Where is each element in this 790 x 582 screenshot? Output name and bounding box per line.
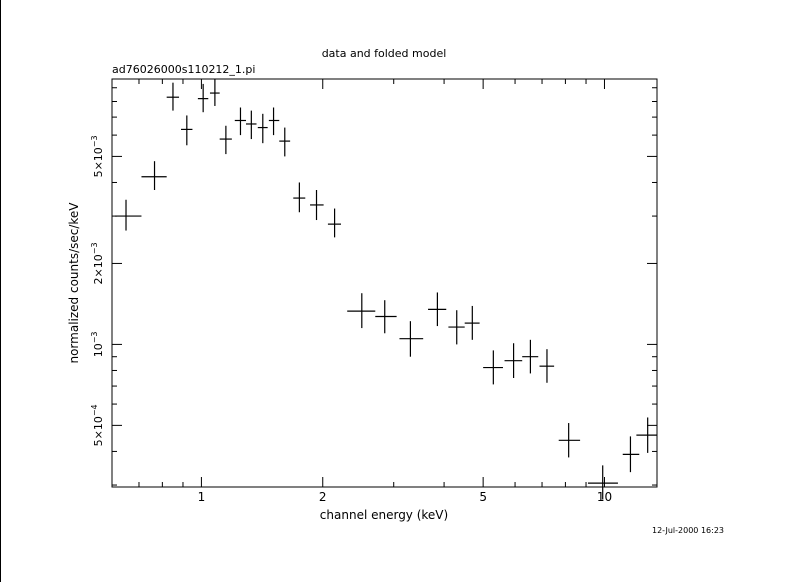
y-tick-label: 5×10−3 <box>90 135 105 177</box>
x-tick-labels: 1 2 5 10 <box>198 490 613 504</box>
y-tick-label: 2×10−3 <box>90 242 105 284</box>
data-point <box>483 350 503 385</box>
data-point <box>558 423 581 458</box>
window-left-edge <box>0 0 1 582</box>
timestamp: 12-Jul-2000 16:23 <box>652 526 724 535</box>
data-point <box>234 107 246 136</box>
data-point <box>310 190 324 221</box>
data-point <box>539 349 555 383</box>
data-point <box>448 310 465 345</box>
data-point <box>257 113 268 144</box>
y-tick-label: 10−3 <box>90 332 105 358</box>
x-tick-label: 2 <box>319 490 327 504</box>
x-tick-label: 10 <box>597 490 612 504</box>
data-point <box>114 199 142 231</box>
plot-frame <box>111 78 658 488</box>
x-axis-label: channel energy (keV) <box>320 508 448 522</box>
data-point <box>399 321 424 357</box>
data-point <box>141 161 167 191</box>
x-tick-label: 5 <box>479 490 487 504</box>
data-point <box>181 115 193 146</box>
data-point <box>166 82 180 111</box>
y-tick-labels: 5×10−4 10−3 2×10−3 5×10−3 <box>90 135 105 446</box>
data-point <box>209 79 220 106</box>
data-point <box>219 125 232 155</box>
data-point <box>636 417 657 453</box>
data-point <box>375 300 397 334</box>
data-point <box>279 127 291 157</box>
data-point <box>464 305 480 340</box>
data-point <box>347 293 376 329</box>
chart-subtitle: ad76026000s110212_1.pi <box>112 63 255 76</box>
axis-ticks <box>111 79 657 487</box>
data-point <box>197 83 209 113</box>
y-tick-label: 5×10−4 <box>90 404 105 446</box>
x-tick-label: 1 <box>198 490 206 504</box>
data-point <box>522 339 539 374</box>
data-point <box>622 436 640 473</box>
data-point <box>428 292 447 327</box>
data-point <box>293 182 306 213</box>
data-point <box>245 110 257 140</box>
data-point <box>587 465 618 500</box>
data-point <box>327 208 342 238</box>
data-point <box>504 343 523 379</box>
y-axis-label: normalized counts/sec/keV <box>67 202 81 364</box>
data-point <box>268 107 280 136</box>
data-points <box>114 79 657 500</box>
chart-title: data and folded model <box>322 47 447 60</box>
